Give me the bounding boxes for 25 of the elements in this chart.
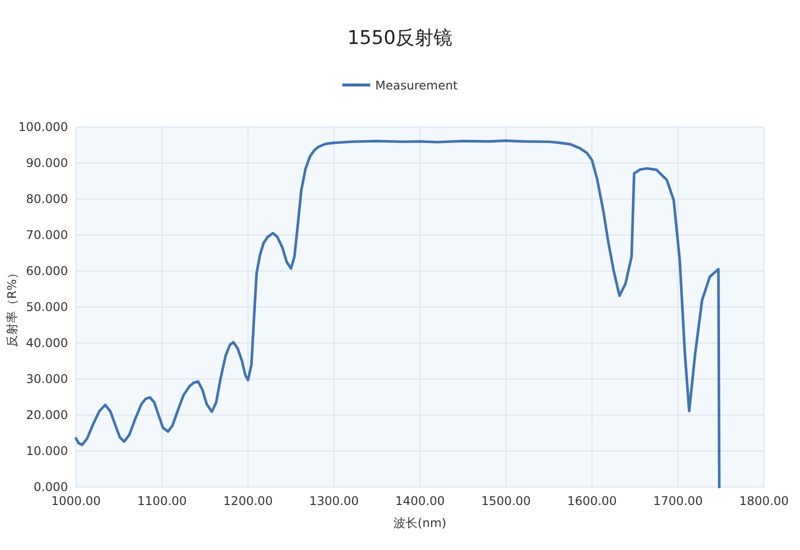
x-tick-label: 1300.00 <box>309 494 359 508</box>
y-tick-label: 80.000 <box>26 192 68 206</box>
y-tick-label: 70.000 <box>26 228 68 242</box>
y-tick-label: 0.000 <box>34 480 68 494</box>
line-series <box>74 139 721 488</box>
y-tick-label: 30.000 <box>26 372 68 386</box>
y-tick-label: 60.000 <box>26 264 68 278</box>
x-axis-title: 波长(nm) <box>394 516 446 530</box>
chart-title: 1550反射镜 <box>347 27 453 49</box>
x-tick-label: 1500.00 <box>481 494 531 508</box>
x-tick-label: 1200.00 <box>223 494 273 508</box>
x-tick-label: 1000.00 <box>51 494 101 508</box>
y-tick-label: 50.000 <box>26 300 68 314</box>
y-tick-label: 90.000 <box>26 156 68 170</box>
x-tick-label: 1400.00 <box>395 494 445 508</box>
x-tick-label: 1800.00 <box>739 494 789 508</box>
x-tick-label: 1600.00 <box>567 494 617 508</box>
y-tick-label: 100.000 <box>18 120 68 134</box>
y-tick-label: 40.000 <box>26 336 68 350</box>
x-tick-label: 1100.00 <box>137 494 187 508</box>
y-tick-label: 10.000 <box>26 444 68 458</box>
y-axis-title: 反射率（R%） <box>5 267 19 347</box>
legend-label: Measurement <box>375 78 458 92</box>
x-tick-label: 1700.00 <box>653 494 703 508</box>
y-tick-label: 20.000 <box>26 408 68 422</box>
